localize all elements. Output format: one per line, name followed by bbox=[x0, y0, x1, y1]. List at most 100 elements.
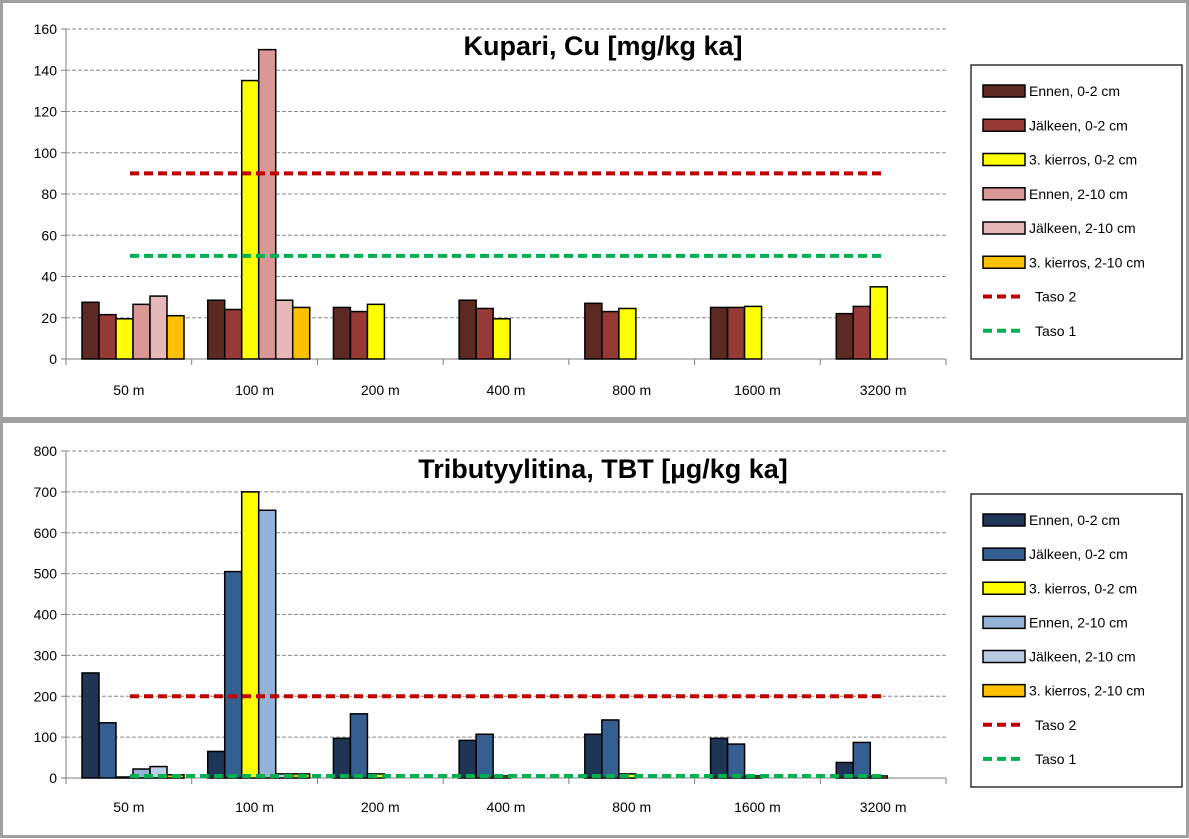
x-tick-label: 800 m bbox=[612, 382, 651, 398]
y-tick-label: 700 bbox=[34, 484, 58, 500]
x-tick-label: 400 m bbox=[487, 382, 526, 398]
x-tick-label: 200 m bbox=[361, 799, 400, 815]
bar bbox=[835, 312, 855, 360]
legend-label: Jälkeen, 0-2 cm bbox=[1029, 117, 1128, 133]
bar bbox=[726, 743, 746, 779]
legend-label: Taso 1 bbox=[1035, 323, 1076, 339]
copper-chart-panel: 0 20 40 60 80 100 120 140 160 50 m 100 m 200 m 400 m… bbox=[0, 0, 1189, 420]
x-tick-label: 100 m bbox=[235, 382, 274, 398]
chart-title: Tributyylitina, TBT [µg/kg ka] bbox=[418, 454, 788, 484]
bar bbox=[115, 318, 134, 360]
x-tick-label: 1600 m bbox=[734, 799, 781, 815]
bar bbox=[475, 307, 494, 360]
bar bbox=[332, 306, 352, 360]
legend-label: Taso 1 bbox=[1035, 751, 1076, 767]
legend-swatch bbox=[982, 255, 1026, 269]
y-tick-label: 600 bbox=[34, 525, 58, 541]
bar bbox=[132, 303, 151, 360]
bar bbox=[618, 307, 637, 360]
legend-label: 3. kierros, 2-10 cm bbox=[1029, 254, 1145, 270]
bar bbox=[274, 299, 294, 360]
bar bbox=[601, 719, 620, 779]
legend-label: Jälkeen, 0-2 cm bbox=[1029, 546, 1128, 562]
legend-label: Ennen, 2-10 cm bbox=[1029, 614, 1128, 630]
legend-swatch bbox=[982, 649, 1026, 664]
bar bbox=[240, 79, 260, 360]
y-tick-label: 140 bbox=[34, 62, 58, 78]
legend-swatch bbox=[982, 581, 1026, 595]
bar bbox=[81, 301, 100, 360]
bar bbox=[149, 295, 168, 360]
bar bbox=[349, 310, 369, 360]
y-tick-label: 20 bbox=[41, 310, 57, 326]
x-tick-label: 3200 m bbox=[860, 382, 907, 398]
legend-label: Jälkeen, 2-10 cm bbox=[1029, 649, 1136, 665]
bar bbox=[709, 306, 729, 360]
legend-swatch bbox=[982, 615, 1026, 630]
legend-swatch bbox=[982, 84, 1026, 98]
bar bbox=[584, 302, 603, 360]
legend-label: Jälkeen, 2-10 cm bbox=[1029, 220, 1136, 236]
legend-box bbox=[970, 64, 1183, 360]
x-tick-label: 3200 m bbox=[860, 799, 907, 815]
bar bbox=[726, 306, 746, 360]
y-tick-label: 500 bbox=[34, 566, 58, 582]
legend-label: 3. kierros, 0-2 cm bbox=[1029, 152, 1137, 168]
y-tick-label: 100 bbox=[34, 729, 58, 745]
x-tick-label: 200 m bbox=[361, 382, 400, 398]
y-tick-label: 0 bbox=[49, 770, 57, 786]
bar bbox=[98, 722, 117, 779]
legend-swatch bbox=[982, 187, 1026, 201]
x-tick-label: 100 m bbox=[235, 799, 274, 815]
legend-label: 3. kierros, 0-2 cm bbox=[1029, 580, 1137, 596]
x-tick-label: 800 m bbox=[612, 799, 651, 815]
legend-label: 3. kierros, 2-10 cm bbox=[1029, 683, 1145, 699]
tbt-chart-panel: 0 100 200 300 400 500 600 700 800 50 m 100 m 200 m 4… bbox=[0, 420, 1189, 838]
x-tick-label: 50 m bbox=[113, 382, 144, 398]
bar bbox=[332, 737, 352, 779]
bar bbox=[291, 306, 311, 360]
bar bbox=[223, 570, 243, 779]
bar bbox=[852, 741, 872, 779]
bar bbox=[366, 303, 386, 360]
bar bbox=[492, 318, 511, 360]
bar bbox=[584, 733, 603, 779]
y-tick-label: 80 bbox=[41, 186, 57, 202]
y-tick-label: 160 bbox=[34, 21, 58, 37]
bar bbox=[852, 305, 872, 360]
bar bbox=[709, 737, 729, 779]
legend-swatch bbox=[982, 152, 1026, 167]
legend-swatch bbox=[982, 221, 1026, 235]
y-tick-label: 300 bbox=[34, 647, 58, 663]
y-tick-label: 120 bbox=[34, 104, 58, 120]
y-tick-label: 60 bbox=[41, 227, 57, 243]
y-tick-label: 800 bbox=[34, 443, 58, 459]
tbt-chart: 0 100 200 300 400 500 600 700 800 50 m 100 m 200 m 4… bbox=[34, 443, 1183, 815]
legend-label: Ennen, 0-2 cm bbox=[1029, 512, 1120, 528]
chart-title: Kupari, Cu [mg/kg ka] bbox=[463, 31, 742, 61]
bar bbox=[166, 314, 185, 360]
y-tick-label: 200 bbox=[34, 688, 58, 704]
legend-label: Taso 2 bbox=[1035, 289, 1076, 305]
bar bbox=[349, 713, 369, 779]
y-tick-label: 400 bbox=[34, 607, 58, 623]
legend-swatch bbox=[982, 118, 1026, 132]
legend-swatch bbox=[982, 513, 1026, 527]
bar bbox=[475, 733, 494, 779]
copper-chart: 0 20 40 60 80 100 120 140 160 50 m 100 m 200 m 400 m… bbox=[34, 21, 1183, 398]
bar bbox=[98, 313, 117, 360]
bar bbox=[240, 491, 260, 779]
y-tick-label: 100 bbox=[34, 145, 58, 161]
bar bbox=[458, 739, 477, 779]
legend-swatch bbox=[982, 683, 1026, 698]
x-tick-label: 400 m bbox=[487, 799, 526, 815]
legend-label: Taso 2 bbox=[1035, 717, 1076, 733]
x-tick-label: 50 m bbox=[113, 799, 144, 815]
bar bbox=[223, 308, 243, 360]
bar bbox=[257, 48, 277, 360]
bar bbox=[206, 299, 226, 360]
legend-box bbox=[970, 493, 1183, 788]
bar bbox=[869, 286, 889, 360]
legend-swatch bbox=[982, 547, 1026, 561]
bar bbox=[81, 672, 100, 779]
